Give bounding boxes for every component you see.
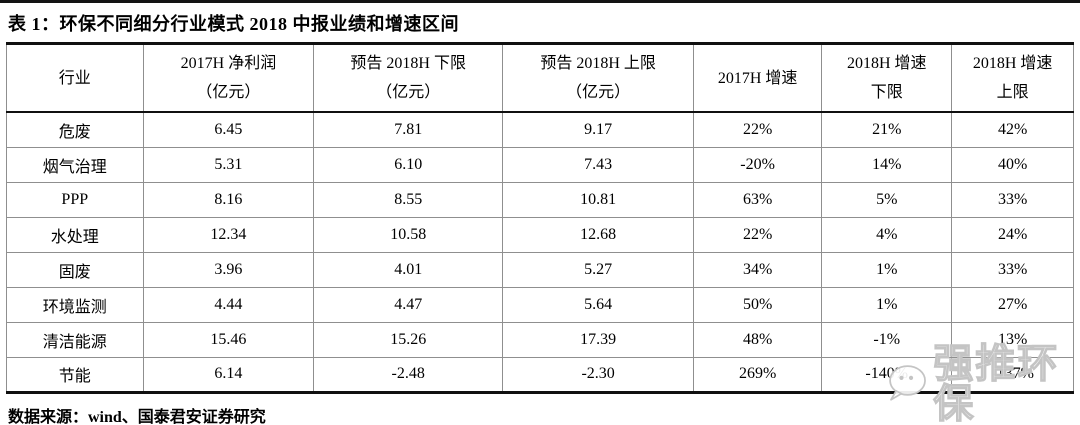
- value-cell: 6.10: [313, 146, 504, 183]
- value-cell: 40%: [951, 146, 1074, 183]
- industry-cell: 固废: [6, 251, 144, 288]
- value-cell: 6.45: [142, 111, 315, 148]
- header-cell-2017h-growth: 2017H 增速: [693, 43, 823, 113]
- table-row: PPP 8.16 8.55 10.81 63% 5% 33%: [6, 181, 1074, 218]
- header-cell-2018h-growth-upper: 2018H 增速 上限: [951, 43, 1074, 113]
- table-row: 清洁能源 15.46 15.26 17.39 48% -1% 13%: [6, 321, 1074, 358]
- value-cell: 50%: [693, 286, 823, 323]
- value-cell: 3.96: [142, 251, 315, 288]
- value-cell: 34%: [693, 251, 823, 288]
- value-cell: 15.26: [313, 321, 504, 358]
- value-cell: 9.17: [502, 111, 695, 148]
- value-cell: 63%: [693, 181, 823, 218]
- table-row: 烟气治理 5.31 6.10 7.43 -20% 14% 40%: [6, 146, 1074, 183]
- value-cell: 7.43: [502, 146, 695, 183]
- value-cell: 48%: [693, 321, 823, 358]
- value-cell: 4.44: [142, 286, 315, 323]
- top-divider: [0, 0, 1080, 3]
- value-cell: 21%: [821, 111, 953, 148]
- value-cell: 15.46: [142, 321, 315, 358]
- industry-cell: 危废: [6, 111, 144, 148]
- value-cell: -137%: [951, 356, 1074, 393]
- value-cell: 5%: [821, 181, 953, 218]
- value-cell: -140%: [821, 356, 953, 393]
- value-cell: 14%: [821, 146, 953, 183]
- value-cell: 24%: [951, 216, 1074, 253]
- source-note: 数据来源：wind、国泰君安证券研究: [8, 408, 266, 425]
- value-cell: 5.64: [502, 286, 695, 323]
- industry-cell: 环境监测: [6, 286, 144, 323]
- value-cell: 4%: [821, 216, 953, 253]
- value-cell: 42%: [951, 111, 1074, 148]
- table-body: 危废 6.45 7.81 9.17 22% 21% 42% 烟气治理 5.31 6.10 7.43-…: [6, 111, 1074, 393]
- table-row: 节能 6.14 -2.48 -2.30 269% -140% -137%: [6, 356, 1074, 393]
- value-cell: 4.47: [313, 286, 504, 323]
- header-cell-2017h-profit: 2017H 净利润 （亿元）: [142, 43, 315, 113]
- value-cell: 1%: [821, 251, 953, 288]
- industry-cell: 节能: [6, 356, 144, 393]
- value-cell: 5.27: [502, 251, 695, 288]
- value-cell: 33%: [951, 251, 1074, 288]
- value-cell: 7.81: [313, 111, 504, 148]
- industry-cell: 清洁能源: [6, 321, 144, 358]
- value-cell: 33%: [951, 181, 1074, 218]
- value-cell: 8.55: [313, 181, 504, 218]
- value-cell: 22%: [693, 216, 823, 253]
- header-cell-2018h-lower: 预告 2018H 下限 （亿元）: [313, 43, 504, 113]
- header-cell-2018h-growth-lower: 2018H 增速 下限: [821, 43, 953, 113]
- table-row: 环境监测 4.44 4.47 5.64 50% 1% 27%: [6, 286, 1074, 323]
- value-cell: -2.30: [502, 356, 695, 393]
- value-cell: -2.48: [313, 356, 504, 393]
- table-row: 固废 3.96 4.01 5.27 34% 1% 33%: [6, 251, 1074, 288]
- value-cell: 6.14: [142, 356, 315, 393]
- value-cell: 4.01: [313, 251, 504, 288]
- table-header: 行业 2017H 净利润 （亿元） 预告 2018H 下限 （亿元） 预告 20…: [6, 43, 1074, 113]
- value-cell: 27%: [951, 286, 1074, 323]
- industry-cell: PPP: [6, 181, 144, 218]
- page-title: 表 1：环保不同细分行业模式 2018 中报业绩和增速区间: [8, 14, 459, 34]
- table-row: 水处理 12.34 10.58 12.68 22% 4% 24%: [6, 216, 1074, 253]
- value-cell: 13%: [951, 321, 1074, 358]
- value-cell: -1%: [821, 321, 953, 358]
- value-cell: 10.81: [502, 181, 695, 218]
- value-cell: 5.31: [142, 146, 315, 183]
- value-cell: -20%: [693, 146, 823, 183]
- value-cell: 12.34: [142, 216, 315, 253]
- industry-cell: 水处理: [6, 216, 144, 253]
- value-cell: 269%: [693, 356, 823, 393]
- table-row: 危废 6.45 7.81 9.17 22% 21% 42%: [6, 111, 1074, 148]
- value-cell: 1%: [821, 286, 953, 323]
- value-cell: 22%: [693, 111, 823, 148]
- header-cell-2018h-upper: 预告 2018H 上限 （亿元）: [502, 43, 695, 113]
- data-table: 行业 2017H 净利润 （亿元） 预告 2018H 下限 （亿元） 预告 20…: [6, 42, 1074, 394]
- value-cell: 8.16: [142, 181, 315, 218]
- header-row: 行业 2017H 净利润 （亿元） 预告 2018H 下限 （亿元） 预告 20…: [6, 43, 1074, 113]
- value-cell: 17.39: [502, 321, 695, 358]
- header-cell-industry: 行业: [6, 43, 144, 113]
- value-cell: 12.68: [502, 216, 695, 253]
- value-cell: 10.58: [313, 216, 504, 253]
- industry-cell: 烟气治理: [6, 146, 144, 183]
